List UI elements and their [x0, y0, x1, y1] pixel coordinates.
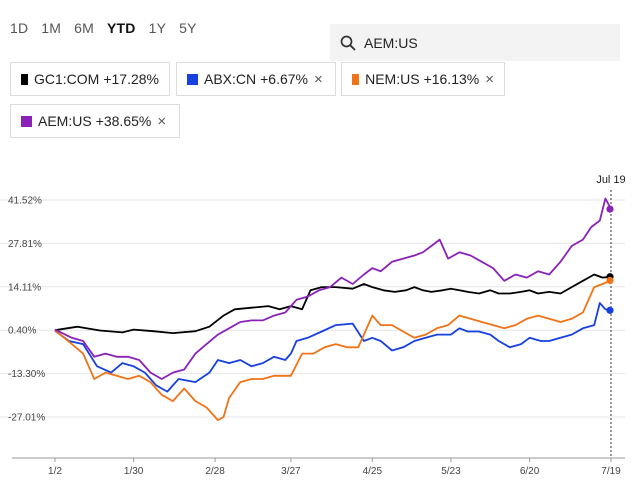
range-1d-button[interactable]: 1D: [10, 20, 29, 36]
legend-ticker: GC1:COM: [33, 71, 100, 87]
cursor-date-label: Jul 19: [596, 174, 625, 186]
range-selector: 1D 1M 6M YTD 1Y 5Y: [10, 20, 210, 36]
legend-chip-nemus[interactable]: NEM:US +16.13% ×: [341, 62, 505, 96]
y-tick-label: 41.52%: [8, 196, 42, 207]
x-tick-label: 3/27: [281, 466, 301, 477]
y-axis: 41.52% 27.81% 14.11% 0.40% -13.30% -27.01%: [8, 196, 45, 424]
cursor-dot-nemus: [606, 276, 614, 284]
x-tick-label: 1/2: [48, 466, 62, 477]
x-tick-label: 6/20: [520, 466, 540, 477]
range-5y-button[interactable]: 5Y: [179, 20, 197, 36]
legend-change: +17.28%: [103, 71, 159, 87]
range-6m-button[interactable]: 6M: [74, 20, 95, 36]
search-value: AEM:US: [364, 34, 418, 51]
legend-change: +6.67%: [260, 71, 308, 87]
line-chart[interactable]: 41.52% 27.81% 14.11% 0.40% -13.30% -27.01% 1/…: [0, 168, 638, 488]
x-tick-label: 1/30: [124, 466, 144, 477]
range-1y-button[interactable]: 1Y: [148, 20, 167, 36]
y-tick-label: -27.01%: [8, 413, 45, 424]
range-ytd-button[interactable]: YTD: [107, 20, 136, 36]
legend-swatch: [352, 73, 360, 85]
remove-abxcn-close-icon[interactable]: ×: [314, 70, 323, 88]
y-tick-label: 14.11%: [8, 282, 41, 293]
series-line-aemus: [54, 197, 612, 380]
legend-change: +38.65%: [95, 113, 152, 129]
chart-series: [54, 197, 612, 421]
legend-chip-abxcn[interactable]: ABX:CN +6.67% ×: [176, 62, 336, 96]
y-tick-label: -13.30%: [8, 369, 45, 380]
legend-ticker: AEM:US: [38, 113, 92, 129]
range-1m-button[interactable]: 1M: [41, 20, 62, 36]
legend-swatch: [187, 73, 198, 85]
cursor-dot-abxcn: [606, 306, 614, 314]
legend-chip-aemus[interactable]: AEM:US +38.65% ×: [10, 104, 180, 138]
remove-aemus-close-icon[interactable]: ×: [157, 112, 167, 130]
x-tick-label: 4/25: [363, 466, 383, 477]
legend-chip-gc1com[interactable]: GC1:COM +17.28%: [10, 62, 170, 96]
search-input[interactable]: AEM:US: [330, 24, 620, 61]
y-tick-label: 27.81%: [8, 239, 42, 250]
legend-ticker: ABX:CN: [204, 71, 257, 87]
legend-ticker: NEM:US: [365, 71, 420, 87]
legend-swatch: [21, 115, 32, 127]
y-tick-label: 0.40%: [8, 326, 36, 337]
series-line-abxcn: [54, 302, 612, 393]
series-line-nemus: [54, 279, 612, 421]
x-tick-label: 5/23: [441, 466, 461, 477]
series-line-gc1com: [54, 273, 612, 334]
remove-nemus-close-icon[interactable]: ×: [485, 70, 494, 88]
x-tick-label: 7/19: [601, 466, 621, 477]
legend-swatch: [21, 73, 28, 85]
legend-change: +16.13%: [423, 71, 480, 87]
hover-cursor: Jul 19: [596, 174, 626, 458]
chart-gridlines: [0, 199, 625, 418]
x-tick-label: 2/28: [205, 466, 225, 477]
x-axis: 1/2 1/30 2/28 3/27 4/25 5/23 6/20 7/19: [12, 457, 625, 477]
search-icon: [340, 35, 356, 51]
cursor-dot-aemus: [606, 205, 614, 213]
